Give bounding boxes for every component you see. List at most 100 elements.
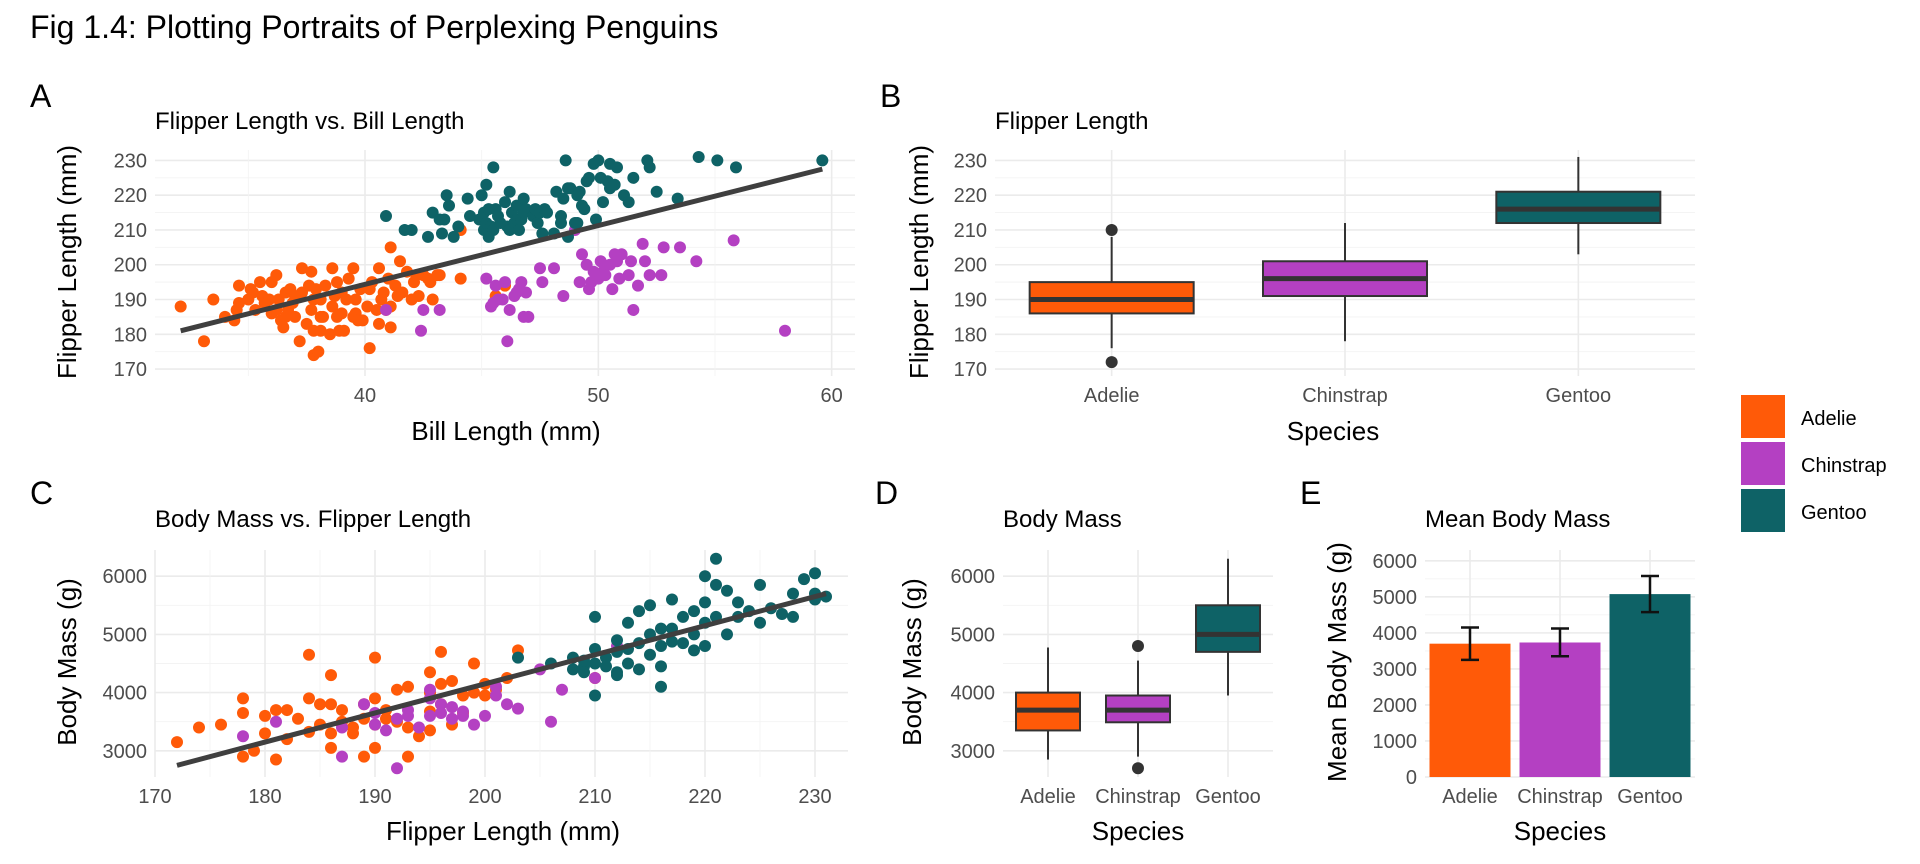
legend-swatch-gentoo [1741,489,1785,532]
panel-c-ytick-label: 5000 [103,624,148,646]
panel-b-ytick-label: 180 [954,324,987,346]
panel-b-ytick-label: 200 [954,255,987,277]
panel-c-point [468,718,480,731]
panel-c-point [589,610,601,623]
panel-a-point [711,154,724,167]
legend-label-gentoo: Gentoo [1801,502,1867,524]
panel-c-ylabel: Body Mass (g) [52,578,82,746]
panel-c-title: Body Mass vs. Flipper Length [155,506,471,533]
panel-tag-b: B [880,78,901,114]
panel-a-point [622,196,635,209]
panel-c-xlabel: Flipper Length (mm) [386,816,620,846]
panel-a-point [576,248,588,261]
panel-c-point [611,634,623,647]
panel-c-point [303,648,315,661]
panel-c-point [787,587,799,600]
panel-a-point [599,269,612,282]
panel-e-ytick-label: 2000 [1373,695,1418,717]
panel-a-point [447,230,460,243]
panel-c-xtick-label: 180 [248,786,281,808]
panel-a-ytick-label: 180 [114,324,147,346]
panel-a-point [377,286,390,299]
panel-a-xtick-label: 60 [821,385,843,407]
panel-a-ytick-label: 210 [114,220,147,242]
panel-a-point [422,230,434,243]
panel-a-point [464,210,476,223]
panel-tag-e: E [1300,475,1321,511]
panel-a-trend-line [180,166,823,334]
panel-a-point [254,276,266,289]
panel-c-series-adelie [171,644,601,766]
panel-c-point [413,721,425,734]
panel-a-point [247,286,259,299]
panel-a-point [438,213,451,226]
panel-a-point [606,283,619,296]
panel-a-point [531,217,544,230]
panel-a-point [499,196,511,209]
panel-a-point [310,283,322,296]
legend-swatch-chinstrap [1741,442,1785,485]
panel-c-point [479,709,491,722]
panel-c-point [402,721,414,734]
panel-a-point [277,321,290,334]
panel-a-point [405,223,418,236]
panel-a-point [592,154,605,167]
panel-a-point [816,154,829,167]
panel-e-xtick-label: Chinstrap [1517,786,1603,808]
panel-a-point [515,276,528,289]
panel-c-point [358,750,370,763]
panel-a-point [340,293,353,306]
panel-c-point [391,683,403,696]
panel-a-point [534,262,546,275]
panel-c-point [589,672,601,685]
panel-b-box-chinstrap [1262,223,1428,342]
panel-a-point [557,192,570,205]
panel-c-point [578,666,590,679]
panel-d-ytick-label: 3000 [951,741,996,763]
panel-d-box-chinstrap [1105,640,1171,775]
panel-a-point [326,300,339,313]
panel-a-point [475,189,488,202]
panel-a-point [643,269,656,282]
panel-b-outlier-point [1105,223,1118,236]
panel-c-ytick-label: 4000 [103,683,148,705]
panel-a-point [622,269,635,282]
panel-a-point [207,293,220,306]
panel-c-point [325,727,337,740]
panel-a-point [461,192,474,205]
panel-c-point [787,610,799,623]
panel-a-point [503,303,516,316]
panel-a-point [342,272,355,285]
panel-c-point [567,663,579,676]
panel-a-point [174,300,187,313]
panel-c-point [303,692,315,705]
panel-a-point [730,161,742,174]
panel-e-ytick-label: 1000 [1373,731,1418,753]
panel-a-ytick-label: 170 [114,359,147,381]
panel-d-outlier-point [1132,762,1144,775]
panel-c-point [171,736,183,749]
panel-e-xtick-label: Gentoo [1617,786,1683,808]
panel-e-ytick-label: 3000 [1373,659,1418,681]
panel-a-point [503,185,516,198]
panel-a-point [233,296,245,309]
panel-c-point [446,712,458,725]
panel-a-point [613,272,626,285]
panel-a-point [331,276,343,289]
legend-swatch-adelie [1741,395,1785,438]
panel-e-bar-group-chinstrap [1519,627,1601,777]
panel-a-point [305,303,318,316]
panel-b-ytick-label: 230 [954,150,987,172]
panel-c-point [644,599,656,612]
panel-c-point [424,724,436,737]
panel-a-point [326,262,339,275]
panel-c-point [369,651,381,664]
panel-c-point [435,645,447,658]
panel-c-point [237,692,249,705]
panel-c-point [732,596,744,609]
panel-c-point [347,721,359,734]
panel-a-ytick-label: 190 [114,290,147,312]
panel-a-point [296,262,308,275]
panel-a-point [361,300,374,313]
